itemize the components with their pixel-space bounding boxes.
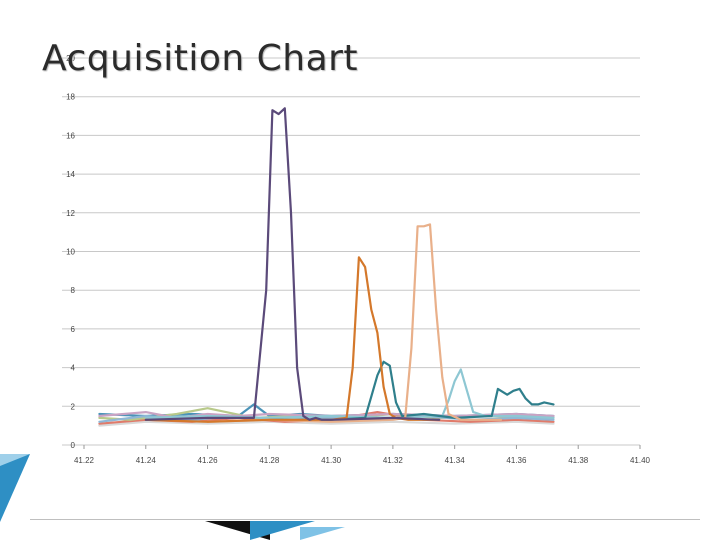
x-tick-label: 41.40 bbox=[630, 456, 651, 465]
y-tick-label: 2 bbox=[71, 402, 76, 411]
corner-accent-highlight bbox=[0, 454, 30, 466]
y-tick-label: 16 bbox=[66, 131, 75, 140]
x-tick-label: 41.32 bbox=[383, 456, 404, 465]
y-tick-label: 0 bbox=[71, 441, 76, 450]
y-tick-label: 20 bbox=[66, 54, 75, 63]
x-tick-label: 41.26 bbox=[198, 456, 219, 465]
footer-blue-wedge bbox=[250, 521, 315, 540]
y-tick-label: 6 bbox=[71, 325, 76, 334]
footer-light-wedge bbox=[300, 527, 345, 540]
footer-divider bbox=[30, 519, 700, 520]
y-tick-label: 4 bbox=[71, 364, 76, 373]
series-line bbox=[206, 223, 503, 423]
series-line bbox=[144, 107, 441, 421]
series-line bbox=[268, 360, 555, 421]
series-line bbox=[98, 411, 555, 419]
y-tick-label: 14 bbox=[66, 170, 75, 179]
x-tick-label: 41.30 bbox=[321, 456, 342, 465]
x-tick-label: 41.38 bbox=[568, 456, 589, 465]
x-tick-label: 41.36 bbox=[506, 456, 527, 465]
series-line bbox=[98, 420, 555, 427]
x-tick-label: 41.28 bbox=[259, 456, 280, 465]
series-line bbox=[144, 256, 441, 423]
y-tick-label: 8 bbox=[71, 286, 76, 295]
y-tick-label: 18 bbox=[66, 93, 75, 102]
y-tick-label: 10 bbox=[66, 248, 75, 257]
x-tick-label: 41.24 bbox=[136, 456, 157, 465]
y-tick-label: 12 bbox=[66, 209, 75, 218]
x-tick-label: 41.34 bbox=[445, 456, 466, 465]
slide-title: Acquisition Chart bbox=[42, 38, 359, 79]
x-tick-label: 41.22 bbox=[74, 456, 95, 465]
